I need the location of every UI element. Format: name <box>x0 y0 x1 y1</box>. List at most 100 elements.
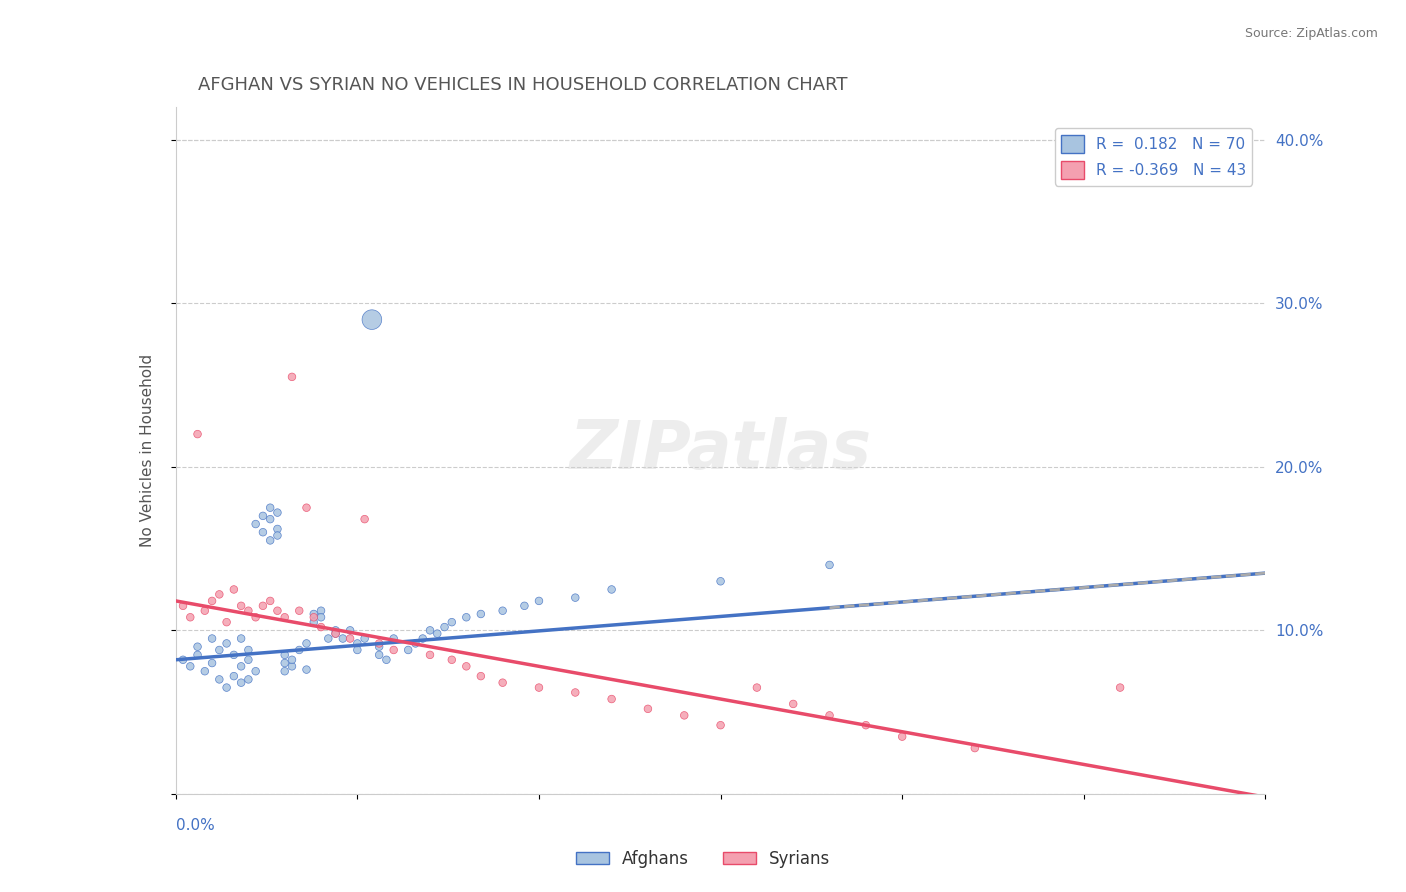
Point <box>368 636 391 650</box>
Point <box>288 643 311 657</box>
Text: AFGHAN VS SYRIAN NO VEHICLES IN HOUSEHOLD CORRELATION CHART: AFGHAN VS SYRIAN NO VEHICLES IN HOUSEHOL… <box>197 77 846 95</box>
Point <box>245 516 267 531</box>
Point <box>288 604 311 618</box>
Point <box>325 626 347 640</box>
Point <box>201 656 224 670</box>
Point <box>266 604 288 618</box>
Point <box>456 659 478 673</box>
Point <box>346 636 368 650</box>
Point <box>440 615 463 630</box>
Point <box>231 632 253 646</box>
Point <box>492 604 515 618</box>
Point <box>440 653 463 667</box>
Legend: R =  0.182   N = 70, R = -0.369   N = 43: R = 0.182 N = 70, R = -0.369 N = 43 <box>1054 128 1253 186</box>
Point <box>179 610 201 624</box>
Point <box>266 528 288 542</box>
Point <box>208 673 231 687</box>
Text: Source: ZipAtlas.com: Source: ZipAtlas.com <box>1244 27 1378 40</box>
Point <box>215 681 238 695</box>
Point <box>274 648 297 662</box>
Point <box>963 741 986 756</box>
Point <box>252 525 274 540</box>
Point <box>426 626 449 640</box>
Point <box>360 312 382 326</box>
Point <box>419 648 441 662</box>
Point <box>259 594 281 608</box>
Point <box>325 624 347 638</box>
Point <box>281 369 304 384</box>
Point <box>470 607 492 621</box>
Point <box>637 702 659 716</box>
Point <box>318 632 340 646</box>
Point <box>238 604 260 618</box>
Point <box>375 653 398 667</box>
Point <box>470 669 492 683</box>
Point <box>194 664 217 679</box>
Point <box>231 599 253 613</box>
Point <box>332 632 354 646</box>
Point <box>259 500 281 515</box>
Point <box>215 615 238 630</box>
Point <box>281 653 304 667</box>
Point <box>274 656 297 670</box>
Point <box>527 594 550 608</box>
Point <box>339 632 361 646</box>
Y-axis label: No Vehicles in Household: No Vehicles in Household <box>141 354 155 547</box>
Point <box>201 632 224 646</box>
Point <box>252 508 274 523</box>
Point <box>281 659 304 673</box>
Point <box>231 675 253 690</box>
Point <box>419 624 441 638</box>
Point <box>382 643 405 657</box>
Point <box>818 558 841 572</box>
Point <box>396 643 419 657</box>
Point <box>201 594 224 608</box>
Point <box>302 610 325 624</box>
Point <box>309 620 332 634</box>
Point <box>172 599 194 613</box>
Point <box>302 607 325 621</box>
Point <box>295 663 318 677</box>
Point <box>222 669 245 683</box>
Point <box>564 591 586 605</box>
Point <box>295 500 318 515</box>
Point <box>259 512 281 526</box>
Point <box>309 610 332 624</box>
Point <box>456 610 478 624</box>
Point <box>600 582 623 597</box>
Point <box>492 675 515 690</box>
Point <box>346 643 368 657</box>
Point <box>259 533 281 548</box>
Point <box>564 685 586 699</box>
Point <box>222 648 245 662</box>
Point <box>194 604 217 618</box>
Point <box>252 599 274 613</box>
Point <box>405 636 427 650</box>
Point <box>238 653 260 667</box>
Point <box>782 697 804 711</box>
Point <box>368 640 391 654</box>
Point <box>186 427 209 442</box>
Point <box>513 599 536 613</box>
Point <box>266 506 288 520</box>
Point <box>295 636 318 650</box>
Point <box>238 643 260 657</box>
Point <box>710 718 733 732</box>
Point <box>325 626 347 640</box>
Point <box>274 610 297 624</box>
Point <box>1109 681 1132 695</box>
Point <box>245 664 267 679</box>
Point <box>710 574 733 589</box>
Point <box>231 659 253 673</box>
Point <box>215 636 238 650</box>
Point <box>186 648 209 662</box>
Legend: Afghans, Syrians: Afghans, Syrians <box>569 844 837 875</box>
Point <box>353 512 375 526</box>
Point <box>266 522 288 536</box>
Point <box>238 673 260 687</box>
Point <box>433 620 456 634</box>
Point <box>527 681 550 695</box>
Point <box>745 681 768 695</box>
Point <box>818 708 841 723</box>
Point <box>172 653 194 667</box>
